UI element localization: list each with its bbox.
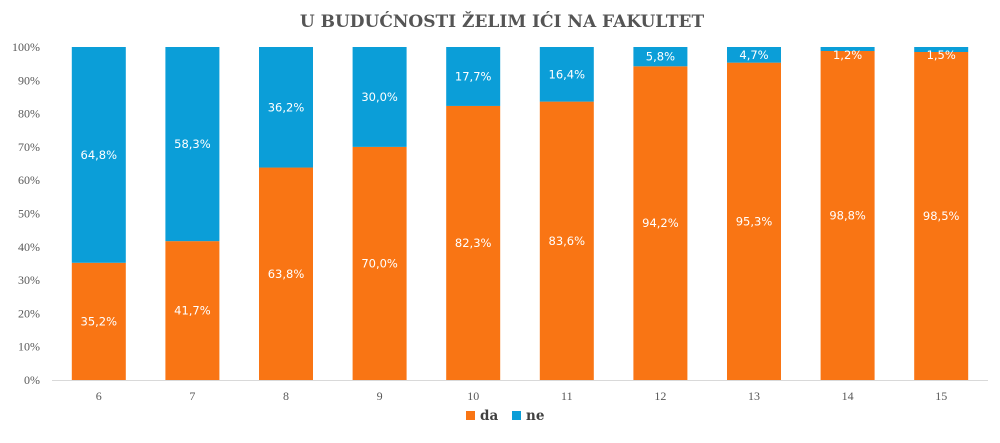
bar-segment-ne	[727, 47, 781, 63]
legend: da ne	[466, 408, 544, 424]
y-tick-label: 80%	[18, 107, 40, 121]
data-label-ne: 17,7%	[455, 69, 492, 83]
y-tick-label: 0%	[24, 373, 40, 387]
y-axis: 0% 10% 20% 30% 40% 50% 60% 70% 80% 90% 100%	[12, 40, 40, 387]
x-tick-label: 15	[935, 389, 947, 403]
y-tick-label: 100%	[12, 40, 40, 54]
bar-segment-ne	[71, 47, 126, 263]
data-label-ne: 16,4%	[549, 67, 586, 81]
bar-segment-ne	[820, 47, 875, 51]
bar-segment-ne	[352, 47, 407, 147]
y-tick-label: 10%	[18, 340, 40, 354]
bar-segment-ne	[539, 47, 594, 102]
data-label-da: 98,8%	[829, 208, 866, 222]
bar-segment-da	[820, 50, 875, 380]
bar-segment-ne	[446, 47, 501, 106]
data-label-ne: 64,8%	[81, 148, 118, 162]
bar-segment-ne	[633, 47, 688, 67]
y-tick-label: 30%	[18, 273, 40, 287]
data-label-da: 95,3%	[736, 214, 773, 228]
bar-segment-da	[727, 62, 781, 380]
x-tick-label: 8	[283, 389, 289, 403]
bar-segment-da	[71, 262, 126, 380]
legend-swatch-da	[466, 411, 475, 420]
y-tick-label: 50%	[18, 207, 40, 221]
bars: 35,2% 64,8% 41,7% 58,3% 63,8% 36,2% 70,0% 30,0%…	[71, 47, 969, 381]
x-tick-label: 7	[189, 389, 195, 403]
bar-segment-ne	[259, 47, 313, 168]
data-label-da: 70,0%	[361, 256, 398, 270]
data-label-da: 35,2%	[81, 314, 118, 328]
bar-segment-da	[446, 105, 501, 380]
legend-label-da: da	[480, 408, 498, 424]
legend-label-ne: ne	[526, 408, 544, 424]
y-tick-label: 90%	[18, 73, 40, 87]
bar-segment-da	[914, 51, 969, 381]
data-label-ne: 5,8%	[646, 50, 675, 64]
data-label-ne: 58,3%	[174, 137, 211, 151]
bar-segment-da	[165, 241, 220, 380]
data-label-da: 83,6%	[549, 234, 586, 248]
data-label-ne: 1,5%	[927, 48, 956, 62]
bar-segment-da	[352, 146, 407, 380]
bar-segment-da	[539, 101, 594, 380]
data-label-da: 98,5%	[923, 209, 960, 223]
x-axis: 6 7 8 9 10 11 12 13 14 15	[52, 380, 988, 403]
y-tick-label: 60%	[18, 173, 40, 187]
data-label-ne: 36,2%	[268, 100, 305, 114]
bar-segment-da	[633, 66, 688, 381]
y-tick-label: 70%	[18, 140, 40, 154]
data-label-da: 82,3%	[455, 236, 492, 250]
x-tick-label: 13	[748, 389, 760, 403]
y-tick-label: 20%	[18, 306, 40, 320]
x-tick-label: 11	[561, 389, 573, 403]
data-label-ne: 4,7%	[739, 48, 768, 62]
y-tick-label: 40%	[18, 240, 40, 254]
data-label-da: 94,2%	[642, 216, 679, 230]
bar-segment-ne	[165, 47, 220, 242]
legend-swatch-ne	[512, 411, 521, 420]
bar-segment-ne	[914, 47, 969, 52]
x-tick-label: 10	[467, 389, 479, 403]
x-tick-label: 6	[96, 389, 102, 403]
data-label-da: 63,8%	[268, 267, 305, 281]
bar-segment-da	[259, 167, 313, 380]
chart-title: U BUDUĆNOSTI ŽELIM IĆI NA FAKULTET	[300, 11, 705, 32]
data-label-da: 41,7%	[174, 304, 211, 318]
data-label-ne: 30,0%	[361, 90, 398, 104]
x-tick-label: 12	[654, 389, 666, 403]
x-tick-label: 14	[842, 389, 854, 403]
data-label-ne: 1,2%	[833, 48, 862, 62]
x-tick-label: 9	[377, 389, 383, 403]
